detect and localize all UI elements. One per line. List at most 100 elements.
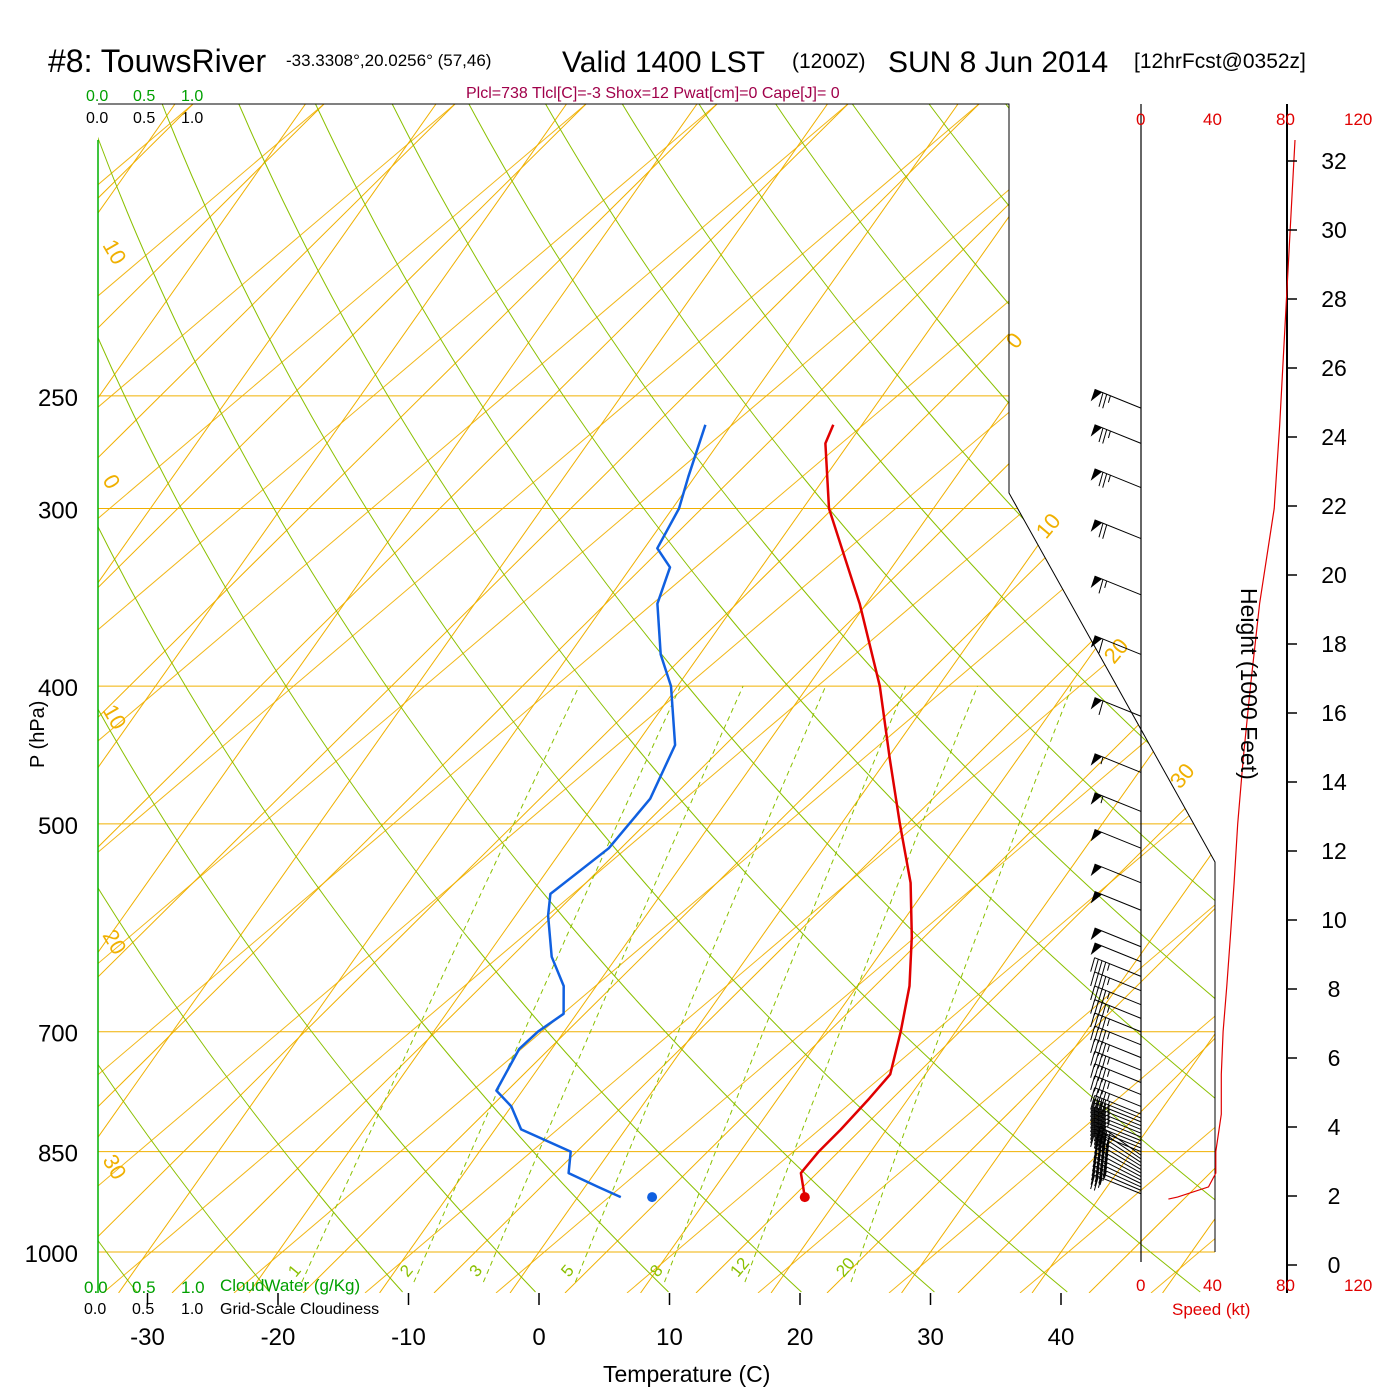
wind-barb-flag: [1098, 1169, 1104, 1184]
height-tick-label: 6: [1328, 1045, 1341, 1071]
wind-barb-flag: [1093, 1176, 1099, 1191]
wind-barb: [1090, 1174, 1142, 1195]
isotherm-line: [640, 104, 1215, 1293]
speed-tick: 120: [1344, 1276, 1372, 1295]
wind-barb-flag: [1094, 1167, 1100, 1182]
isotherm-line: [98, 104, 718, 1293]
wind-barb-flag: [1093, 1052, 1099, 1068]
wind-barb-flag: [1104, 1145, 1110, 1160]
pressure-tick-label: 250: [38, 385, 78, 412]
wind-barb-flag: [1097, 1090, 1103, 1105]
mixing-ratio-label: 2: [396, 1261, 417, 1280]
wind-barb-half-flag: [1106, 991, 1110, 1000]
wind-barb-flag: [1101, 1115, 1107, 1130]
wind-barb-flag: [1097, 1117, 1103, 1132]
height-tick-label: 22: [1321, 493, 1347, 519]
isotherm-line: [757, 104, 1215, 1293]
wind-barb-flag: [1090, 1012, 1096, 1028]
dry-adiabat-line: [238, 104, 1201, 1293]
wind-barb: [1093, 1143, 1142, 1170]
isotherm-line: [826, 104, 1215, 1293]
wind-barb-flag: [1090, 971, 1096, 987]
isotherm-line: [495, 104, 1215, 1293]
wind-barb-flag: [1102, 1162, 1108, 1177]
cloudiness-tick: 0.5: [132, 1301, 154, 1318]
wind-barb-flag: [1090, 1121, 1096, 1137]
height-tick-label: 32: [1321, 148, 1347, 174]
cloudiness-tick: 0.0: [84, 1301, 106, 1318]
isotherm-line: [888, 104, 1215, 1293]
cloudiness-tick: 0.5: [133, 110, 155, 127]
isotherm-line: [98, 104, 828, 1293]
wind-barb-flag: [1090, 1099, 1096, 1114]
wind-barb-half-flag: [1099, 1177, 1103, 1186]
wind-barb-flag: [1095, 1154, 1101, 1169]
wind-barb-flag: [1097, 1054, 1103, 1069]
wind-barb-pennant: [1090, 424, 1103, 437]
wind-barb-flag: [1093, 1119, 1099, 1134]
wind-barb-flag: [1095, 1163, 1101, 1178]
cloudiness-scale-top: 0.0 0.5 1.0: [86, 110, 203, 127]
wind-barb-flag: [1101, 1133, 1107, 1148]
pressure-tick-label: 700: [38, 1021, 78, 1048]
isotherm-line: [248, 104, 1089, 1293]
wind-barb-flag: [1098, 427, 1104, 443]
wind-barb-half-flag: [1106, 1057, 1110, 1065]
wind-barb-flag: [1097, 1132, 1103, 1147]
wind-barb-flag: [1090, 1087, 1096, 1102]
wind-barb-flag: [1101, 1017, 1107, 1032]
wind-barb: [1090, 424, 1142, 444]
wind-barb-pennant: [1090, 753, 1103, 766]
isotherm-line: [233, 104, 1215, 1293]
mixing-ratio-label: 5: [557, 1261, 578, 1280]
height-tick-label: 8: [1328, 976, 1341, 1002]
cloudiness-scale-bottom: 0.0 0.5 1.0 Grid-Scale Cloudiness: [84, 1301, 379, 1318]
wind-barb-pennant: [1090, 864, 1103, 877]
dry-adiabat-line: [468, 104, 1215, 1293]
wind-barb-flag: [1099, 1160, 1105, 1176]
wind-barb-flag: [1101, 1092, 1107, 1107]
wind-barb-flag: [1090, 1106, 1096, 1122]
wind-barb-flag: [1097, 1121, 1103, 1136]
wind-barb: [1090, 927, 1142, 948]
wind-barb-half-flag: [1104, 580, 1108, 589]
isotherm-line: [98, 104, 456, 1293]
wind-barb-staff: [1094, 388, 1142, 409]
isotherm-lines: [98, 104, 1400, 1293]
temperature-tick-label: -10: [391, 1324, 426, 1351]
isotherm-label: 30: [1165, 758, 1200, 793]
temperature-tick-label: -30: [130, 1324, 165, 1351]
wind-barb-flag: [1097, 1128, 1103, 1143]
wind-barb-flag: [1097, 974, 1103, 990]
wind-barb: [1090, 635, 1142, 655]
wind-barb-staff: [1094, 519, 1142, 540]
wind-barb-flag: [1091, 1161, 1097, 1176]
wind-barb-flag: [1098, 523, 1104, 538]
wind-barb-flag: [1097, 1109, 1103, 1125]
wind-speed-line: [1168, 139, 1296, 1200]
height-tick-label: 12: [1321, 838, 1347, 864]
cloudiness-tick: 0.0: [86, 110, 108, 127]
mixing-ratio-line: [744, 685, 978, 1283]
wind-barb-flag: [1090, 1170, 1096, 1185]
wind-barb-staff: [1094, 828, 1142, 849]
wind-barb-pennant: [1090, 519, 1103, 532]
pressure-tick-label: 1000: [25, 1241, 78, 1268]
isotherm-line: [98, 104, 1111, 1293]
wind-barb-flag: [1097, 1124, 1103, 1140]
wind-barb-flag: [1093, 1089, 1099, 1104]
wind-barb-half-flag: [1100, 756, 1104, 765]
wind-barb: [1090, 1106, 1142, 1127]
wind-barb-flag: [1097, 1028, 1103, 1044]
wind-barb-flag: [1101, 1118, 1107, 1134]
wind-barb-staff: [1094, 424, 1142, 444]
dry-adiabat-line: [315, 104, 1215, 1293]
wind-barb-pennant: [1090, 928, 1103, 941]
wind-barb-half-flag: [1106, 1093, 1110, 1101]
isotherm-line: [1351, 104, 1400, 1293]
wind-barb-flag: [1099, 1152, 1105, 1167]
wind-barb-flag: [1105, 1137, 1111, 1152]
wind-barb-flag: [1101, 962, 1107, 977]
